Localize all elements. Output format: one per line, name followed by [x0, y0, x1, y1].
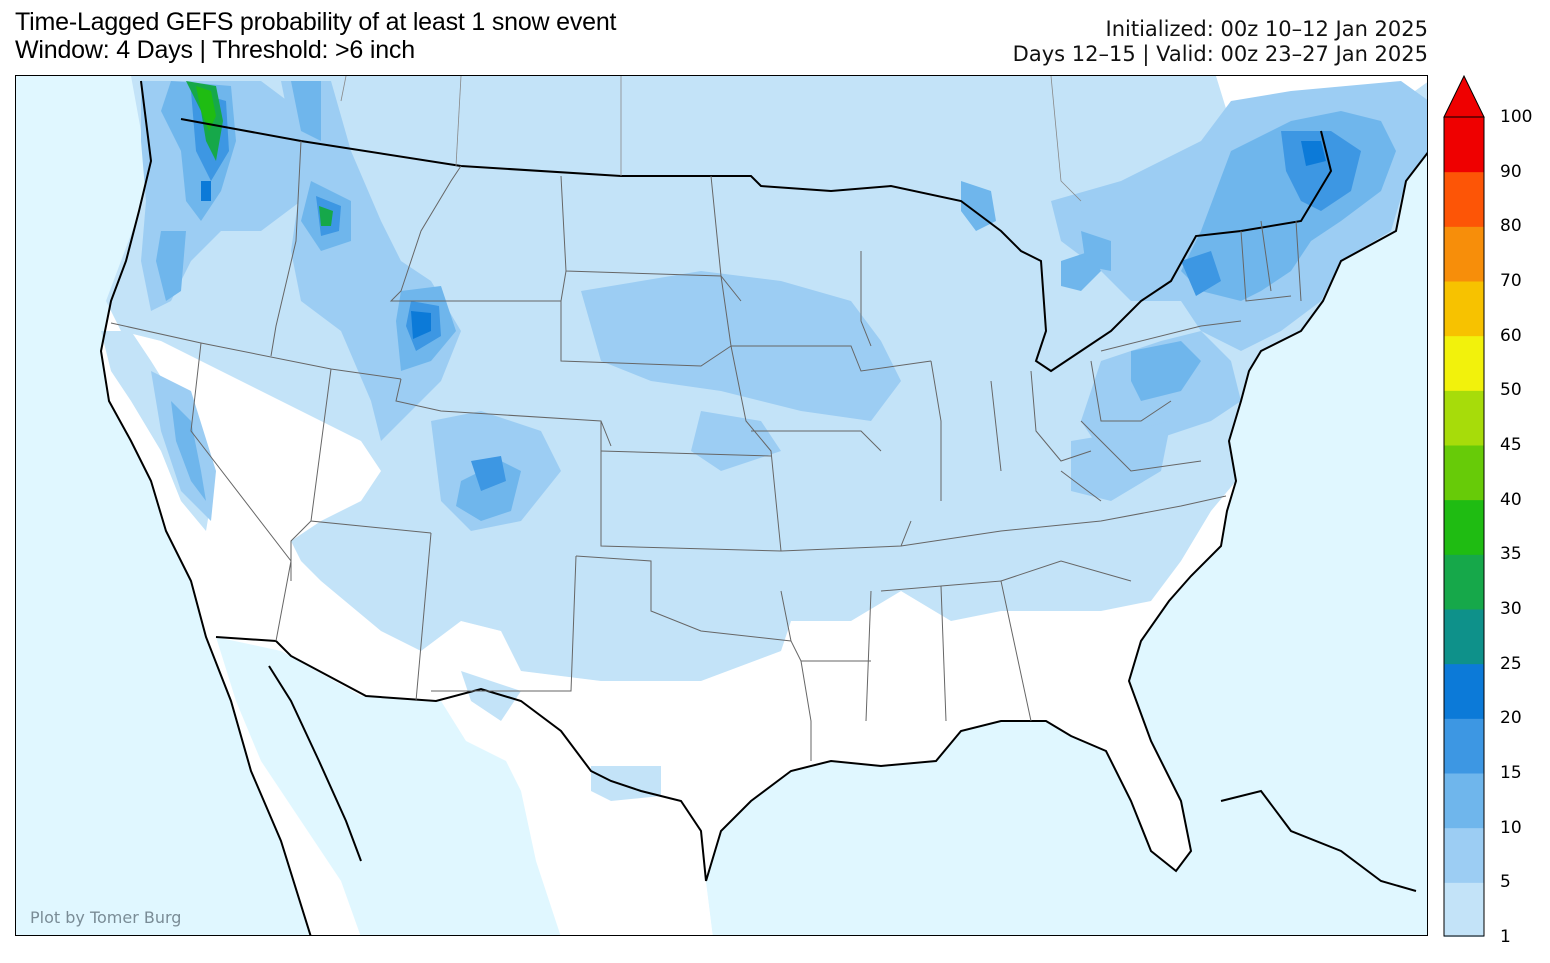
colorbar-swatch	[1444, 171, 1484, 227]
valid-time-label: Days 12–15 | Valid: 00z 23–27 Jan 2025	[1012, 42, 1428, 66]
colorbar-tick-label: 15	[1500, 763, 1522, 783]
gulf-of-california	[269, 666, 361, 861]
colorbar-swatch	[1444, 718, 1484, 774]
init-time-label: Initialized: 00z 10–12 Jan 2025	[1105, 17, 1429, 41]
title-line-2: Window: 4 Days | Threshold: >6 inch	[15, 36, 415, 64]
colorbar-swatch	[1444, 663, 1484, 719]
colorbar-swatch	[1444, 882, 1484, 937]
colorbar-tick-label: 50	[1500, 380, 1522, 401]
prob-contour-20-25	[201, 141, 1326, 339]
map-svg	[16, 76, 1427, 935]
colorbar-tick-label: 30	[1500, 599, 1522, 619]
colorbar-tick-label: 100	[1500, 107, 1533, 127]
colorbar-swatch	[1444, 609, 1484, 665]
pacific-ocean	[16, 76, 311, 935]
colorbar-swatch	[1444, 445, 1484, 501]
colorbar-frame	[1443, 116, 1485, 937]
colorbar-swatch	[1444, 117, 1484, 173]
colorbar-swatch	[1444, 390, 1484, 446]
prob-contour-30-40	[186, 81, 333, 226]
colorbar-tick-label: 10	[1500, 817, 1522, 838]
colorbar-swatch	[1444, 499, 1484, 555]
plot-credit: Plot by Tomer Burg	[30, 908, 182, 927]
colorbar-tick-label: 80	[1500, 216, 1522, 237]
state-borders	[110, 140, 1302, 761]
colorbar-tick-label: 70	[1500, 271, 1522, 291]
plot-subtitle: Initialized: 00z 10–12 Jan 2025 Days 12–…	[1013, 17, 1428, 67]
colorbar-tick-label: 45	[1500, 435, 1522, 455]
colorbar-tick-label: 20	[1500, 708, 1522, 729]
gulf-of-mexico	[706, 721, 1201, 935]
colorbar-extend-arrow	[1443, 75, 1485, 118]
province-borders	[340, 76, 1082, 202]
colorbar-tick-label: 1	[1500, 927, 1511, 947]
colorbar-tick-label: 25	[1500, 653, 1522, 674]
plot-title: Time-Lagged GEFS probability of at least…	[15, 8, 616, 64]
colorbar-swatch	[1444, 281, 1484, 337]
colorbar-swatch	[1444, 554, 1484, 610]
colorbar-swatch	[1444, 827, 1484, 883]
coastlines	[99, 80, 1427, 935]
country-borders	[180, 118, 1333, 882]
colorbar	[1443, 75, 1485, 937]
colorbar-tick-label: 60	[1500, 325, 1522, 346]
colorbar-tick-label: 40	[1500, 489, 1522, 510]
colorbar-tick-label: 5	[1500, 872, 1511, 893]
title-line-1: Time-Lagged GEFS probability of at least…	[15, 8, 617, 36]
colorbar-swatch	[1444, 226, 1484, 282]
map-panel: Plot by Tomer Burg	[15, 75, 1428, 936]
colorbar-swatch	[1444, 773, 1484, 829]
colorbar-tick-label: 90	[1500, 161, 1522, 182]
colorbar-swatch	[1444, 335, 1484, 391]
colorbar-tick-label: 35	[1500, 544, 1522, 565]
atlantic-ocean	[1129, 144, 1427, 935]
